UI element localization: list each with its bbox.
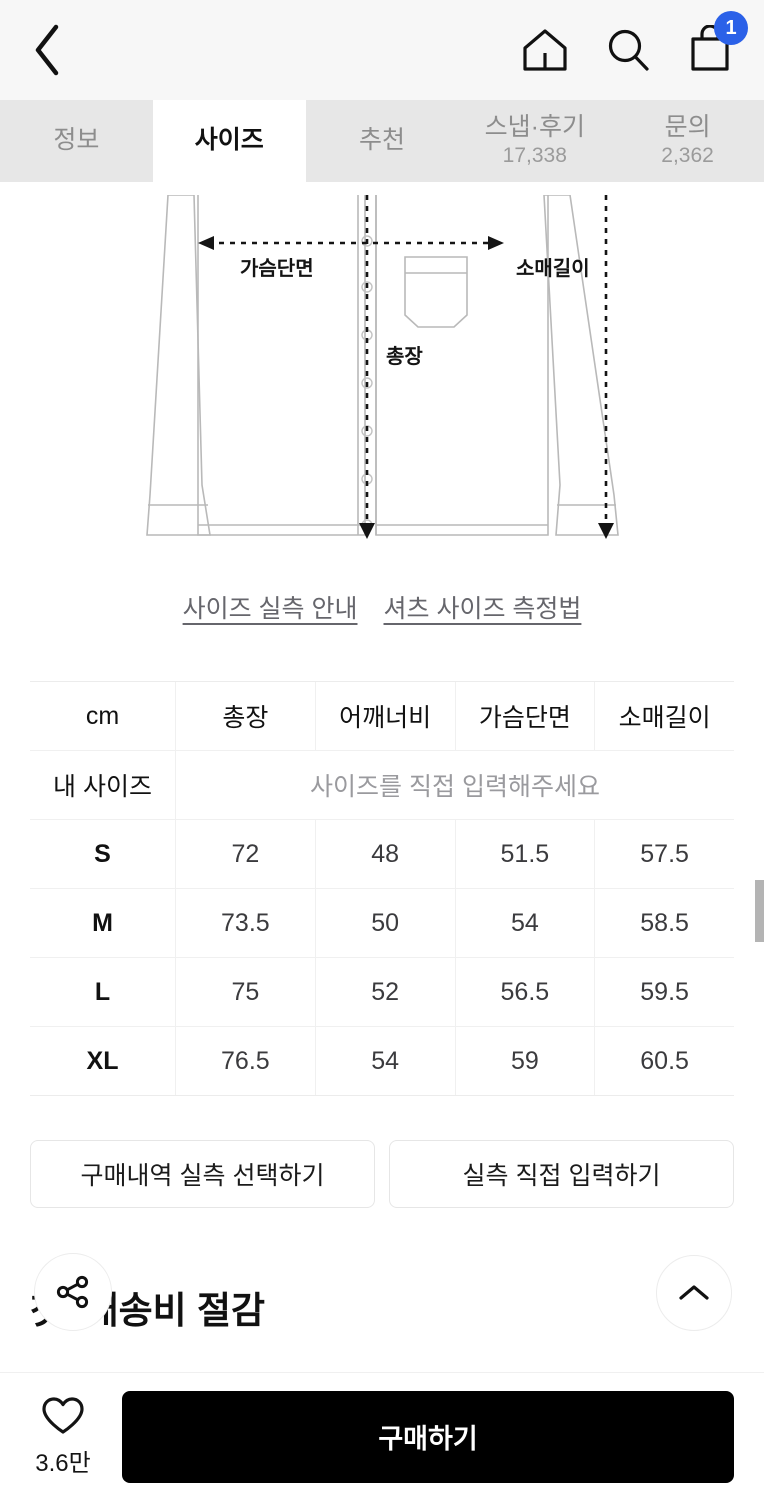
size-table: cm 총장 어깨너비 가슴단면 소매길이 내 사이즈 사이즈를 직접 입력해주세… [30,681,734,1096]
heart-outline-icon [42,1397,84,1434]
header-right-group: 1 [520,11,748,75]
table-header-cell: cm [30,682,176,750]
share-icon [56,1275,89,1309]
search-icon [608,29,649,71]
link-shirt-measure-method[interactable]: 셔츠 사이즈 측정법 [383,595,582,623]
chevron-left-icon [35,24,59,76]
sleeve-label: 소매길이 [516,257,590,280]
row-value: 56.5 [456,958,596,1026]
search-button[interactable] [604,26,652,74]
tab-snap-review[interactable]: 스냅·후기 17,338 [458,100,611,182]
row-value: 59.5 [640,977,689,1006]
tab-recommend[interactable]: 추천 [306,100,459,182]
row-value: 75 [176,958,316,1026]
table-header-cell: 어깨너비 [316,682,456,750]
row-value: 58.5 [640,908,689,937]
header-left-group [30,22,64,78]
like-count: 3.6만 [35,1450,91,1477]
vertical-scrollbar[interactable] [755,880,764,942]
row-value: 54 [456,889,596,957]
table-header-cell: 가슴단면 [456,682,596,750]
shirt-measurement-illustration: 가슴단면 총장 소매길이 [146,194,619,539]
row-value: 72 [176,820,316,888]
like-button[interactable]: 3.6만 [30,1395,96,1478]
tab-label: 추천 [358,126,405,155]
row-size-label: S [30,820,176,888]
table-row: S 72 48 51.5 57.5 [30,820,734,889]
row-value: 73.5 [176,889,316,957]
row-value: 54 [316,1027,456,1095]
my-size-row[interactable]: 내 사이즈 사이즈를 직접 입력해주세요 [30,751,734,820]
buy-button[interactable]: 구매하기 [122,1390,734,1483]
home-button[interactable] [520,26,570,74]
tab-info[interactable]: 정보 [0,100,153,182]
back-button[interactable] [30,22,64,78]
tab-inquiry[interactable]: 문의 2,362 [611,100,764,182]
table-row: M 73.5 50 54 58.5 [30,889,734,958]
row-value: 48 [316,820,456,888]
my-size-label: 내 사이즈 [30,751,176,819]
row-value: 51.5 [456,820,596,888]
size-guide-links: 사이즈 실측 안내 셔츠 사이즈 측정법 [0,589,764,625]
tab-count: 2,362 [661,144,714,168]
tab-bar: 정보 사이즈 추천 스냅·후기 17,338 문의 2,362 [0,100,764,182]
chevron-up-icon [679,1285,709,1300]
table-row: L 75 52 56.5 59.5 [30,958,734,1027]
select-purchase-measurement-button[interactable]: 구매내역 실측 선택하기 [30,1140,375,1208]
size-diagram: 가슴단면 총장 소매길이 [0,182,764,577]
cart-badge: 1 [714,11,748,45]
bottom-action-bar: 3.6만 구매하기 [0,1372,764,1500]
share-button[interactable] [34,1253,112,1331]
row-value: 52 [316,958,456,1026]
tab-label: 정보 [53,126,100,155]
tab-label: 스냅·후기 [484,112,585,141]
tab-label: 사이즈 [194,126,264,155]
scroll-to-top-button[interactable] [656,1255,732,1331]
table-header-row: cm 총장 어깨너비 가슴단면 소매길이 [30,682,734,751]
link-size-measure-guide[interactable]: 사이즈 실측 안내 [182,595,358,623]
row-size-label: XL [30,1027,176,1095]
my-size-input-placeholder[interactable]: 사이즈를 직접 입력해주세요 [310,773,600,801]
row-size-label: L [30,958,176,1026]
tab-size[interactable]: 사이즈 [152,100,306,182]
promo-strip: 첫, 배송비 절감 [30,1288,590,1334]
size-content: 가슴단면 총장 소매길이 사이즈 실측 안내 셔츠 사이즈 측정법 cm 총장 … [0,182,764,1372]
row-value: 57.5 [640,839,689,868]
home-icon [523,29,567,71]
measurement-actions: 구매내역 실측 선택하기 실측 직접 입력하기 [30,1140,734,1208]
length-label: 총장 [386,345,423,368]
app-header: 1 [0,0,764,100]
row-value: 59 [456,1027,596,1095]
enter-measurement-button[interactable]: 실측 직접 입력하기 [389,1140,734,1208]
table-header-cell: 총장 [176,682,316,750]
chest-label: 가슴단면 [240,257,314,280]
promo-heading: 첫, 배송비 절감 [30,1290,266,1331]
row-value: 76.5 [176,1027,316,1095]
row-value: 50 [316,889,456,957]
tab-count: 17,338 [502,144,567,168]
row-value: 60.5 [640,1046,689,1075]
row-size-label: M [30,889,176,957]
table-header-cell: 소매길이 [618,704,711,732]
tab-label: 문의 [664,112,711,141]
table-row: XL 76.5 54 59 60.5 [30,1027,734,1095]
cart-button[interactable]: 1 [686,11,748,75]
